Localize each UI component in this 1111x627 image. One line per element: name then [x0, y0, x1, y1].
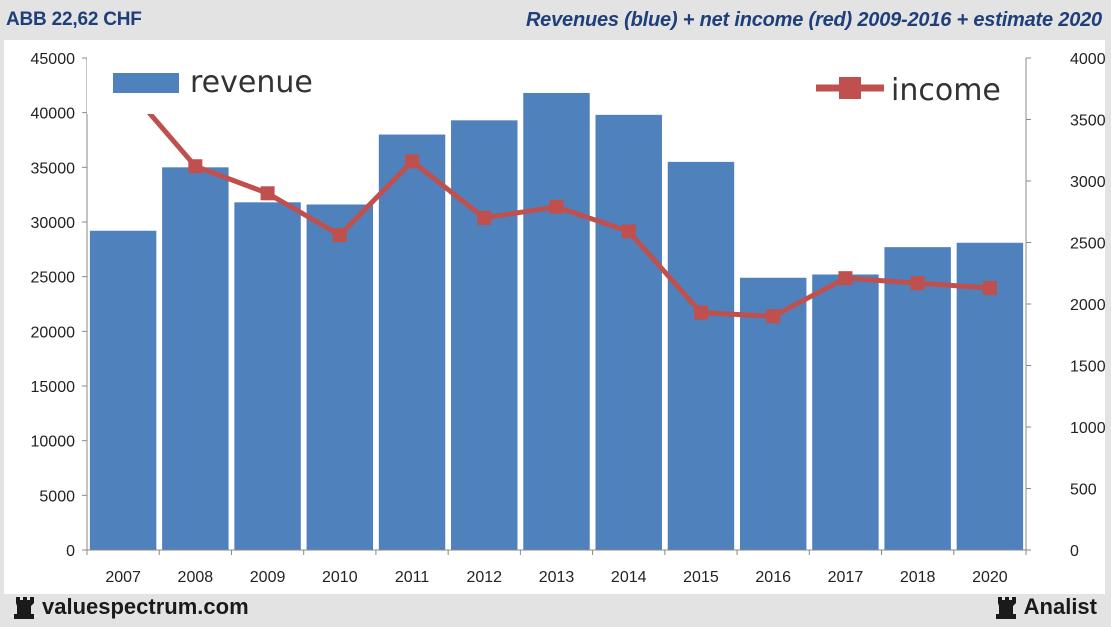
income-point-2016 [766, 309, 781, 324]
x-tick-label-2007: 2007 [105, 569, 141, 586]
x-tick-label-2009: 2009 [250, 569, 286, 586]
chart-title: Revenues (blue) + net income (red) 2009-… [525, 9, 1102, 31]
revenue-bar-2007 [89, 230, 157, 550]
legend-income-label: income [891, 73, 1001, 108]
y-right-tick-label: 1500 [1070, 359, 1105, 376]
x-tick-label-2018: 2018 [900, 569, 936, 586]
y-right-tick-label: 0 [1070, 543, 1079, 560]
y-left-tick-label: 30000 [31, 215, 76, 232]
income-point-2020 [982, 281, 997, 296]
income-point-2018 [910, 276, 925, 291]
income-point-2009 [260, 186, 275, 201]
income-point-2014 [621, 224, 636, 239]
chess-rook-icon [995, 597, 1016, 619]
y-left-tick-label: 5000 [39, 488, 75, 505]
y-left-tick-label: 45000 [31, 51, 76, 68]
revenue-bar-2010 [306, 204, 374, 551]
x-tick-label-2016: 2016 [755, 569, 791, 586]
y-right-tick-label: 1000 [1070, 420, 1105, 437]
y-right-tick-label: 500 [1070, 482, 1097, 499]
income-point-2013 [549, 199, 564, 214]
footer-right-text: Analist [1023, 594, 1097, 619]
chess-rook-icon [14, 597, 34, 619]
revenue-bar-2008 [162, 167, 229, 550]
x-tick-label-2011: 2011 [395, 569, 430, 586]
y-left-tick-label: 25000 [31, 270, 76, 287]
y-right-tick-label: 2000 [1070, 297, 1105, 314]
y-left-tick-label: 0 [66, 543, 75, 560]
y-left-tick-label: 35000 [31, 160, 76, 177]
revenue-bar-2013 [523, 92, 590, 550]
y-left-tick-label: 15000 [31, 379, 76, 396]
x-tick-label-2010: 2010 [322, 569, 358, 586]
revenue-bar-2017 [812, 274, 879, 550]
y-right-tick-label: 3000 [1070, 174, 1105, 191]
legend-income-marker [839, 77, 861, 99]
income-series [121, 80, 997, 324]
income-point-2010 [332, 228, 347, 243]
y-right-tick-label: 3500 [1070, 113, 1105, 130]
income-point-2017 [838, 271, 853, 286]
revenue-bar-2009 [234, 202, 301, 550]
y-left-tick-label: 20000 [31, 324, 76, 341]
x-tick-label-2013: 2013 [539, 569, 575, 586]
revenue-bar-2012 [451, 120, 518, 550]
revenue-bar-2014 [595, 114, 662, 550]
income-point-2012 [477, 210, 492, 225]
income-point-2008 [188, 159, 203, 174]
stock-price-title: ABB 22,62 CHF [6, 9, 142, 30]
x-tick-label-2012: 2012 [466, 569, 502, 586]
revenue-bar-2018 [884, 247, 951, 550]
y-left-tick-label: 10000 [31, 434, 76, 451]
income-point-2015 [693, 305, 708, 320]
y-right-tick-label: 4000 [1070, 51, 1105, 68]
revenue-bar-2015 [667, 161, 735, 550]
legend-revenue-swatch [113, 73, 179, 93]
legend-revenue-label: revenue [190, 65, 313, 100]
footer-left-text: valuespectrum.com [42, 594, 249, 619]
y-right-tick-label: 2500 [1070, 236, 1105, 253]
x-tick-label-2017: 2017 [828, 569, 864, 586]
x-tick-label-2014: 2014 [611, 569, 647, 586]
x-tick-label-2020: 2020 [972, 569, 1008, 586]
footer-brand-left: valuespectrum.com [14, 594, 249, 620]
chart-svg: 0500010000150002000025000300003500040000… [31, 51, 1106, 586]
x-tick-label-2008: 2008 [178, 569, 214, 586]
plot-panel: 0 5000 10000 15000 20000 25000 30000 35000 40000… [4, 40, 1105, 594]
x-tick-label-2015: 2015 [683, 569, 719, 586]
revenue-bar-2011 [378, 134, 446, 550]
footer-brand-right: Analist [995, 594, 1097, 620]
income-point-2011 [405, 154, 420, 169]
y-left-tick-label: 40000 [31, 106, 76, 123]
